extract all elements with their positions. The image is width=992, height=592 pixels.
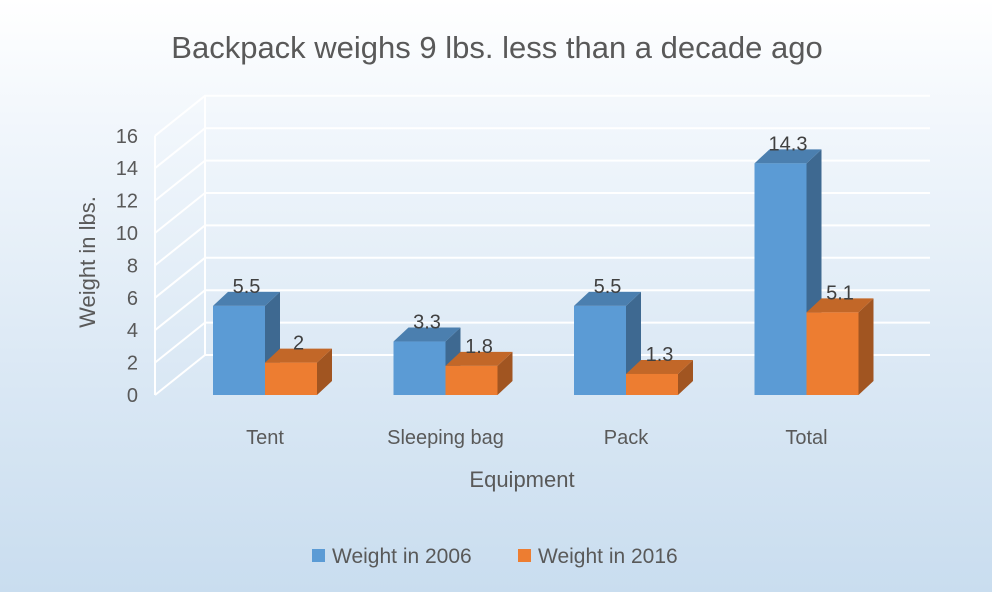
data-label: 1.8: [465, 336, 493, 358]
x-tick-label: Total: [785, 427, 827, 449]
bar-top: [445, 351, 513, 366]
bar-2016-tent: [265, 348, 332, 395]
bar-front: [626, 373, 678, 395]
y-tick-label: 4: [127, 320, 138, 342]
bar-side: [858, 298, 874, 395]
legend-swatch: [312, 549, 325, 562]
bar-front: [213, 305, 265, 395]
y-tick-label: 2: [127, 353, 138, 375]
legend-label: Weight in 2016: [538, 545, 678, 568]
y-axis-ticks: 0 2 4 6 8 10 12 14 16: [116, 126, 138, 407]
data-label: 5.5: [594, 276, 622, 298]
bar-front: [574, 305, 626, 395]
y-tick-label: 8: [127, 255, 138, 277]
chart-title: Backpack weighs 9 lbs. less than a decad…: [171, 30, 822, 65]
data-label: 5.1: [826, 282, 854, 304]
y-tick-label: 12: [116, 191, 138, 213]
y-tick-label: 6: [127, 288, 138, 310]
bar-2006-pack: [574, 291, 641, 395]
bar-side: [317, 348, 332, 395]
data-label: 2: [293, 333, 304, 355]
bar-2016-pack: [626, 359, 693, 395]
bar-top: [574, 291, 641, 306]
data-label: 14.3: [769, 133, 808, 155]
legend-label: Weight in 2006: [332, 545, 472, 568]
bar-top: [213, 291, 280, 306]
legend-swatch: [518, 549, 531, 562]
bar-2016-sleeping-bag: [445, 351, 513, 395]
bars: [213, 149, 874, 395]
bar-front: [393, 341, 446, 395]
bar-front: [806, 312, 859, 395]
bar-top: [393, 327, 461, 342]
data-label: 5.5: [233, 276, 261, 298]
gridline: [154, 94, 930, 137]
bar-top: [265, 348, 332, 363]
y-tick-label: 16: [116, 126, 138, 148]
data-label: 1.3: [646, 344, 674, 366]
bar-top: [754, 149, 822, 164]
x-tick-label: Pack: [604, 427, 649, 449]
bar-front: [445, 365, 498, 395]
bar-side: [678, 359, 693, 395]
bar-top: [806, 298, 874, 313]
x-axis-title: Equipment: [469, 467, 574, 492]
y-tick-label: 0: [127, 385, 138, 407]
x-tick-label: Tent: [246, 427, 284, 449]
x-axis-ticks: Tent Sleeping bag Pack Total: [246, 427, 828, 449]
bar-2016-total: [806, 298, 874, 395]
bar-side: [497, 351, 513, 395]
legend: Weight in 2006 Weight in 2016: [312, 545, 678, 568]
y-axis-title: Weight in lbs.: [75, 196, 100, 328]
bar-front: [265, 362, 317, 395]
bar-front: [754, 163, 807, 395]
x-tick-label: Sleeping bag: [387, 427, 504, 449]
y-tick-label: 14: [116, 158, 138, 180]
data-label: 3.3: [413, 312, 441, 334]
bar-top: [626, 359, 693, 374]
data-labels: 5.5 2 3.3 1.8 5.5 1.3 14.3 5.1: [233, 133, 854, 366]
gridlines: [154, 94, 930, 396]
y-tick-label: 10: [116, 223, 138, 245]
